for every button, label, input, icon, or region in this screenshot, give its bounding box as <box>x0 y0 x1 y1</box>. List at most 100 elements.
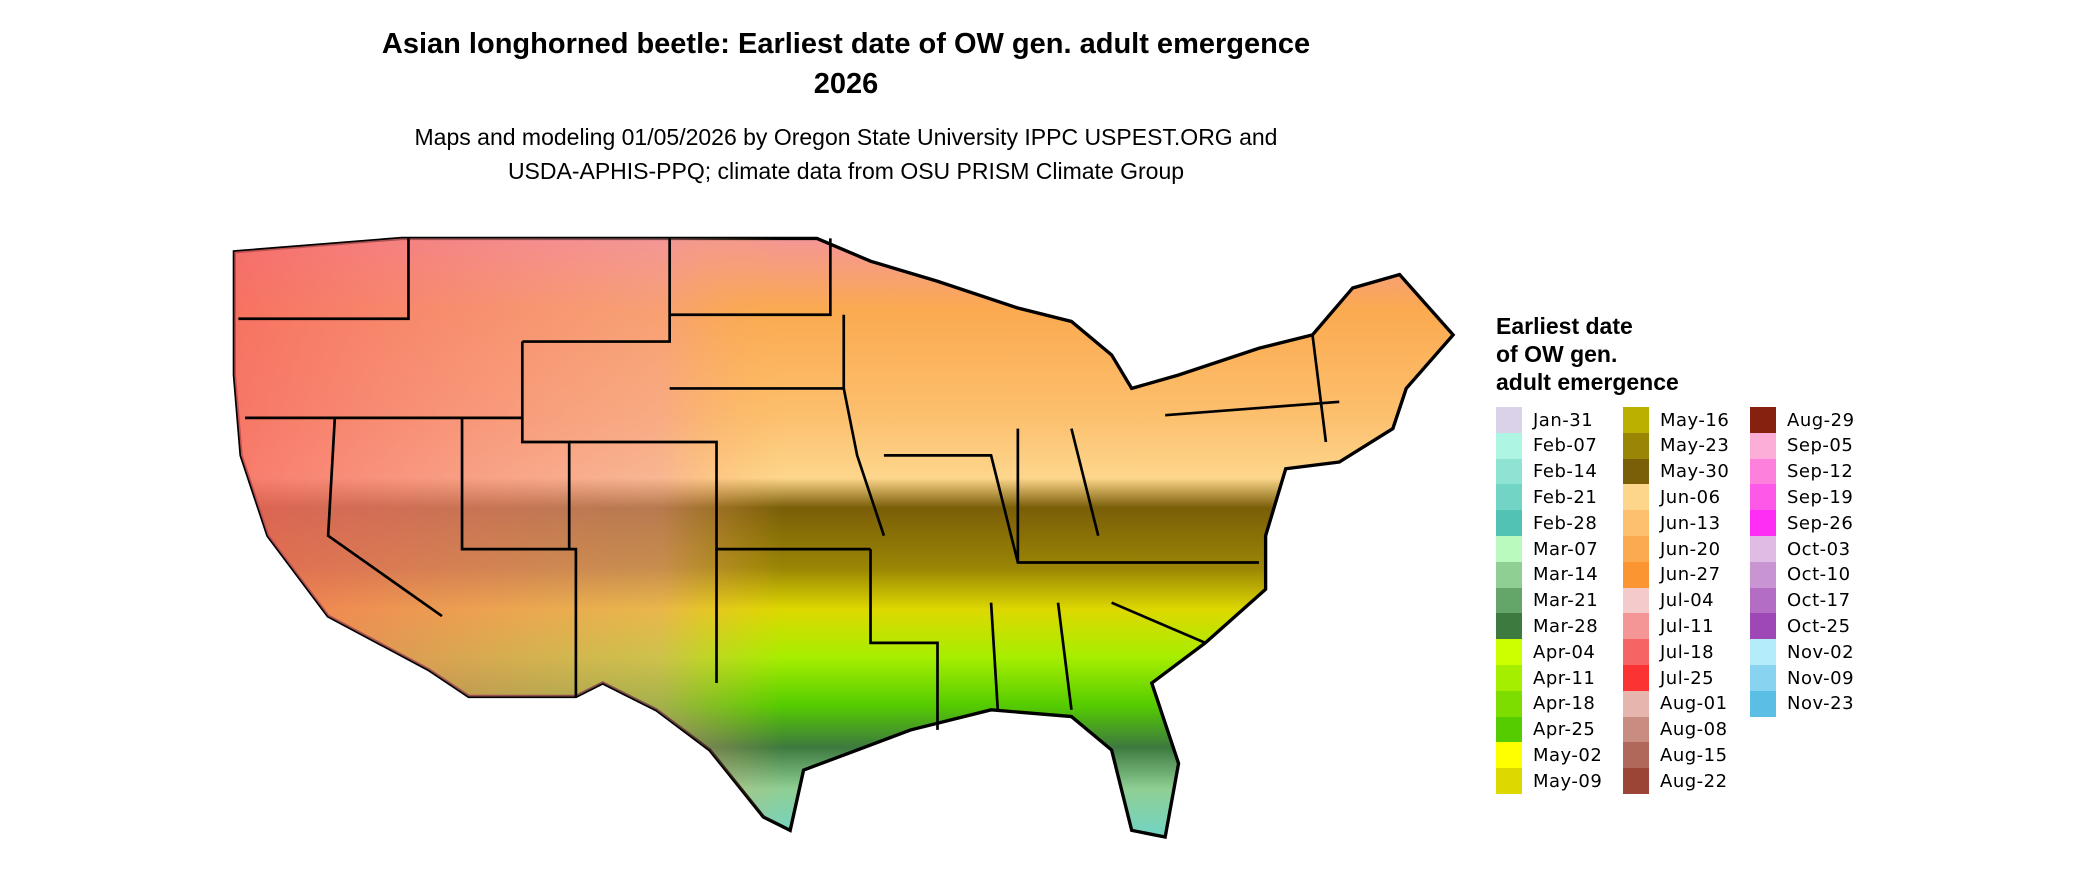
legend-swatch <box>1623 639 1649 666</box>
legend-label: Jul-18 <box>1660 641 1715 663</box>
legend-item: May-02 <box>1496 742 1602 769</box>
legend-label: Sep-12 <box>1787 461 1854 483</box>
legend-label: Jul-25 <box>1660 667 1715 689</box>
legend-item: Jul-11 <box>1623 613 1714 640</box>
legend-label: Feb-21 <box>1533 486 1598 508</box>
legend-item: Mar-07 <box>1496 536 1598 562</box>
legend-item: Jun-06 <box>1623 484 1721 511</box>
legend-swatch <box>1496 665 1522 691</box>
legend-label: May-23 <box>1660 435 1730 457</box>
legend-item: Feb-14 <box>1496 458 1598 485</box>
legend-swatch <box>1623 768 1649 795</box>
legend-item: May-16 <box>1623 407 1729 433</box>
legend-item: Oct-25 <box>1750 613 1851 640</box>
legend-label: Oct-25 <box>1787 615 1851 637</box>
legend-item: Jul-18 <box>1623 639 1715 666</box>
legend-swatch <box>1623 458 1649 485</box>
legend-item: Jul-25 <box>1623 665 1714 691</box>
conus-outline <box>232 236 1456 840</box>
legend-swatch <box>1623 690 1649 717</box>
legend-label: Feb-14 <box>1533 461 1598 483</box>
legend-swatch <box>1623 432 1649 459</box>
legend-swatch <box>1496 510 1522 537</box>
legend-swatch <box>1750 587 1776 614</box>
legend-item: Apr-25 <box>1496 716 1595 743</box>
legend-label: Jun-06 <box>1660 486 1721 508</box>
legend-swatch <box>1623 665 1649 691</box>
legend-swatch <box>1623 510 1649 537</box>
legend-label: Sep-19 <box>1787 486 1854 508</box>
legend-swatch <box>1750 484 1776 511</box>
legend-item: Jun-13 <box>1623 510 1721 537</box>
legend-swatch <box>1750 665 1776 691</box>
legend-swatch <box>1496 742 1522 769</box>
legend-label: Aug-01 <box>1660 693 1728 715</box>
legend-swatch <box>1623 484 1649 511</box>
legend-item: Sep-26 <box>1750 510 1853 537</box>
legend-label: Mar-28 <box>1533 615 1599 637</box>
map-subtitle-2: USDA-APHIS-PPQ; climate data from OSU PR… <box>507 158 1185 184</box>
legend-item: Aug-08 <box>1623 716 1728 743</box>
legend-label: Apr-11 <box>1533 667 1596 689</box>
legend-swatch <box>1750 690 1776 717</box>
legend-label: Jun-20 <box>1660 538 1721 560</box>
map-title: Asian longhorned beetle: Earliest date o… <box>381 28 1311 60</box>
legend-label: Nov-09 <box>1787 667 1855 689</box>
legend-swatch <box>1750 458 1776 485</box>
legend-swatch <box>1496 484 1522 511</box>
legend-swatch <box>1496 432 1522 459</box>
legend-item: Nov-02 <box>1750 639 1855 666</box>
legend-swatch <box>1750 510 1776 537</box>
legend-item: Aug-15 <box>1623 742 1728 769</box>
legend-item: Mar-28 <box>1496 613 1599 640</box>
legend-label: Oct-17 <box>1787 590 1851 612</box>
legend-swatch <box>1496 536 1522 562</box>
legend-label: Nov-02 <box>1787 641 1855 663</box>
legend-swatch <box>1750 432 1776 459</box>
legend-swatch <box>1750 613 1776 640</box>
legend-label: Aug-29 <box>1787 409 1855 431</box>
legend-swatch <box>1496 690 1522 717</box>
legend-swatch <box>1623 407 1649 433</box>
legend-swatch <box>1623 613 1649 640</box>
legend-item: Aug-22 <box>1623 768 1728 795</box>
legend-item: May-09 <box>1496 768 1602 795</box>
legend-item: Apr-18 <box>1496 690 1595 717</box>
legend-item: Feb-28 <box>1496 510 1597 537</box>
legend-swatch <box>1623 561 1649 588</box>
legend-item: May-30 <box>1623 458 1730 485</box>
legend-label: Mar-21 <box>1533 590 1599 612</box>
legend-item: Jun-20 <box>1623 536 1721 562</box>
legend-item: Oct-03 <box>1750 536 1851 562</box>
legend-label: Aug-22 <box>1660 770 1728 792</box>
legend-label: Oct-03 <box>1787 538 1851 560</box>
legend-swatch <box>1623 536 1649 562</box>
legend-item: May-23 <box>1623 432 1730 459</box>
legend-label: Feb-07 <box>1533 435 1598 457</box>
legend-swatch <box>1750 407 1776 433</box>
legend-item: Sep-19 <box>1750 484 1854 511</box>
legend-label: Jan-31 <box>1533 409 1594 431</box>
legend-swatch <box>1623 716 1649 743</box>
legend-label: Mar-14 <box>1533 564 1599 586</box>
legend-swatch <box>1750 561 1776 588</box>
legend-item: Sep-05 <box>1750 432 1854 459</box>
legend-swatch <box>1496 407 1522 433</box>
legend-item: Oct-10 <box>1750 561 1851 588</box>
map-title-year: 2026 <box>813 68 879 100</box>
legend-swatch <box>1496 768 1522 795</box>
legend-swatch <box>1496 587 1522 614</box>
legend-item: Jun-27 <box>1623 561 1721 588</box>
legend-item: Aug-01 <box>1623 690 1728 717</box>
legend-label: Mar-07 <box>1533 538 1599 560</box>
legend-item: Mar-14 <box>1496 561 1599 588</box>
legend-label: Jun-13 <box>1660 512 1721 534</box>
legend-label: May-30 <box>1660 461 1730 483</box>
legend-swatch <box>1496 561 1522 588</box>
legend-label: Sep-05 <box>1787 435 1854 457</box>
legend-label: Aug-08 <box>1660 719 1728 741</box>
legend-swatch <box>1496 716 1522 743</box>
legend-title: Earliest date of OW gen. adult emergence <box>1496 313 1679 395</box>
legend-label: Nov-23 <box>1787 693 1855 715</box>
legend-item: Mar-21 <box>1496 587 1599 614</box>
